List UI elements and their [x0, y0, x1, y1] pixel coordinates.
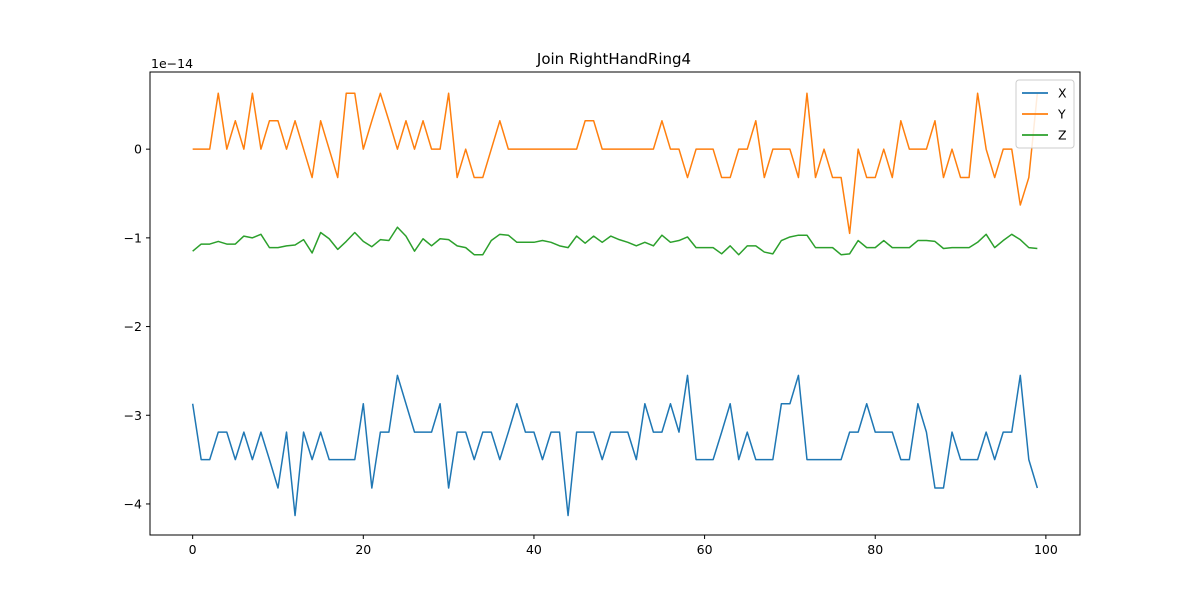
y-tick-label: 0 [134, 142, 142, 157]
series-line-x [191, 374, 1039, 517]
legend: XYZ [1015, 79, 1075, 149]
legend-label-x: X [1058, 86, 1067, 101]
x-tick-label: 40 [526, 542, 542, 557]
y-axis-offset-label: 1e−14 [151, 56, 193, 71]
series-line-y [192, 92, 1039, 235]
plot-lines [191, 92, 1039, 517]
series-line-z [192, 226, 1038, 256]
y-tick-label: −2 [124, 319, 142, 334]
y-tick-label: −4 [124, 496, 142, 511]
legend-label-y: Y [1057, 107, 1066, 122]
x-tick-label: 100 [1034, 542, 1058, 557]
y-tick-label: −1 [124, 230, 142, 245]
plot-frame [149, 71, 1081, 536]
x-tick-label: 60 [697, 542, 713, 557]
x-tick-label: 20 [355, 542, 371, 557]
y-tick-label: −3 [124, 408, 142, 423]
x-tick-label: 0 [189, 542, 197, 557]
legend-label-z: Z [1058, 128, 1067, 143]
y-axis-ticks: 0 −1 −2 −3 −4 [124, 142, 150, 511]
chart-title: Join RightHandRing4 [536, 50, 691, 68]
x-axis-ticks: 0 20 40 60 80 100 [189, 535, 1058, 557]
x-tick-label: 80 [867, 542, 883, 557]
